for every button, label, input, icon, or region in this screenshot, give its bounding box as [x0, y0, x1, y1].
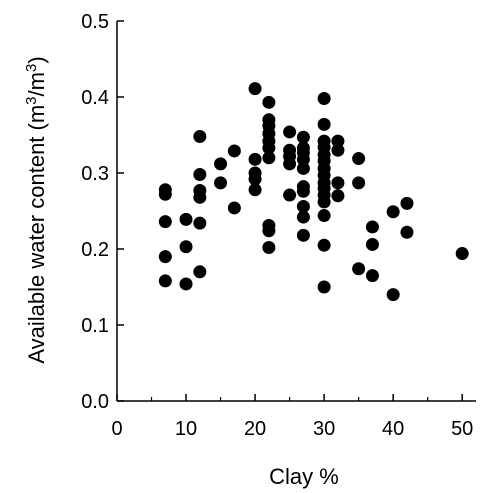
x-tick-label: 50 — [451, 418, 473, 440]
data-point — [296, 161, 310, 175]
data-point — [262, 95, 276, 109]
data-point — [386, 288, 400, 302]
data-point — [352, 152, 366, 166]
data-point — [214, 157, 228, 171]
data-point — [193, 130, 207, 144]
data-point — [296, 130, 310, 144]
x-axis-label: Clay % — [269, 464, 339, 489]
y-tick-label: 0.5 — [81, 11, 109, 33]
data-point — [262, 141, 276, 155]
data-point — [352, 262, 366, 276]
data-point — [262, 240, 276, 254]
data-point — [296, 184, 310, 198]
data-point — [317, 195, 331, 209]
data-point — [331, 134, 345, 148]
data-point — [158, 187, 172, 201]
data-point — [455, 247, 469, 261]
data-point — [400, 196, 414, 210]
x-tick-label: 30 — [313, 418, 335, 440]
data-point — [193, 265, 207, 279]
axis-ticks — [116, 20, 463, 402]
data-point — [331, 176, 345, 190]
data-point — [193, 190, 207, 204]
x-tick-label: 20 — [244, 418, 266, 440]
y-tick-label: 0.4 — [81, 87, 109, 109]
data-point — [317, 117, 331, 131]
data-point — [248, 152, 262, 166]
data-point — [158, 250, 172, 264]
data-point — [296, 228, 310, 242]
data-point — [248, 183, 262, 197]
data-point — [365, 237, 379, 251]
data-point — [214, 176, 228, 190]
data-point — [296, 152, 310, 166]
x-tick-label: 0 — [111, 418, 122, 440]
data-point — [331, 189, 345, 203]
data-point — [179, 240, 193, 254]
data-point — [352, 176, 366, 190]
data-point — [283, 188, 297, 202]
data-point — [179, 212, 193, 226]
data-point — [262, 224, 276, 238]
y-axis-label: Available water content (m3/m3) — [23, 56, 49, 363]
data-point — [365, 220, 379, 234]
data-point — [158, 274, 172, 288]
data-point — [193, 216, 207, 230]
y-tick-label: 0.3 — [81, 163, 109, 185]
data-point — [179, 277, 193, 291]
data-point — [262, 151, 276, 165]
data-point — [386, 205, 400, 219]
y-tick-label: 0.2 — [81, 239, 109, 261]
data-point — [296, 210, 310, 224]
data-point — [317, 238, 331, 252]
data-point — [248, 172, 262, 186]
data-point — [248, 82, 262, 96]
x-tick-label: 10 — [175, 418, 197, 440]
tick-labels: 0 10 20 30 40 50 0.0 0.1 0.2 0.3 0.4 0.5 — [81, 11, 473, 440]
data-point — [283, 157, 297, 171]
data-point — [283, 125, 297, 139]
y-tick-label: 0.0 — [81, 391, 109, 413]
data-point — [158, 215, 172, 229]
data-point — [296, 199, 310, 213]
data-points — [158, 82, 469, 302]
data-point — [227, 201, 241, 215]
plot-axes — [116, 21, 476, 402]
y-tick-label: 0.1 — [81, 315, 109, 337]
x-tick-label: 40 — [382, 418, 404, 440]
data-point — [331, 143, 345, 157]
data-point — [400, 225, 414, 239]
data-point — [317, 209, 331, 223]
data-point — [317, 92, 331, 106]
data-point — [227, 144, 241, 158]
data-point — [317, 280, 331, 294]
data-point — [193, 168, 207, 182]
data-point — [365, 269, 379, 283]
